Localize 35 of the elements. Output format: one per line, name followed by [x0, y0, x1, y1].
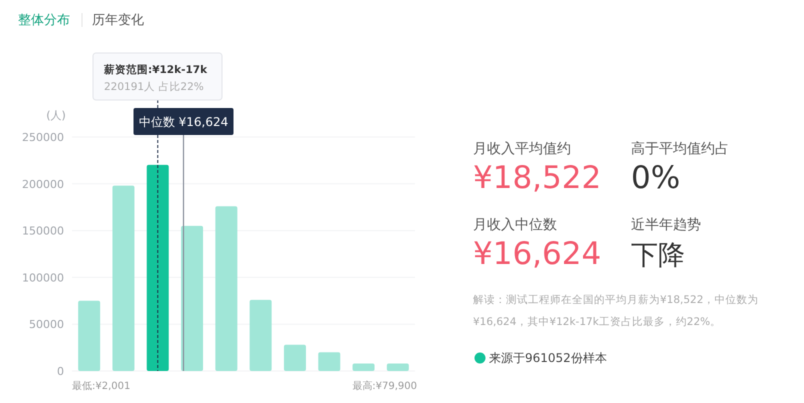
text: 最低:¥2,001	[72, 381, 130, 392]
text: 下降	[631, 240, 685, 271]
y-tick-label: 50000	[29, 318, 64, 332]
text: 解读：测试工程师在全国的平均月薪为¥18,522，中位数为	[473, 293, 758, 306]
y-tick-label: 100000	[22, 271, 64, 284]
text: 高于平均值约占	[631, 141, 729, 157]
y-tick-label: 0	[57, 365, 64, 378]
bar	[318, 352, 340, 371]
text: 月收入平均值约	[473, 141, 571, 157]
text: 来源于961052份样本	[489, 351, 607, 365]
text: 最高:¥79,900	[352, 380, 417, 392]
bar	[181, 226, 204, 371]
bar	[146, 164, 169, 371]
bar	[78, 300, 100, 371]
text: 0%	[631, 160, 680, 196]
text: 整体分布	[18, 13, 70, 28]
text: 220191人 占比22%	[104, 80, 204, 93]
text: 薪资范围:¥12k-17k	[103, 63, 208, 76]
y-tick-label: 150000	[22, 224, 64, 238]
bar	[386, 364, 409, 371]
text: ¥18,522	[473, 160, 602, 196]
bar	[284, 344, 306, 371]
bar	[250, 300, 272, 371]
bar	[352, 364, 375, 371]
y-tick-label: 250000	[22, 131, 64, 144]
bar	[215, 206, 238, 371]
text: ¥16,624	[473, 236, 602, 272]
text: ¥16,624，其中¥12k-17k工资占比最多，约22%。	[473, 315, 722, 328]
text: 中位数 ¥16,624	[138, 115, 228, 129]
bar	[112, 186, 134, 371]
text: 历年变化	[92, 13, 144, 28]
y-axis-title: (人)	[46, 109, 66, 122]
text: 月收入中位数	[473, 217, 557, 233]
text: 近半年趋势	[631, 217, 701, 233]
y-tick-label: 200000	[22, 178, 64, 191]
